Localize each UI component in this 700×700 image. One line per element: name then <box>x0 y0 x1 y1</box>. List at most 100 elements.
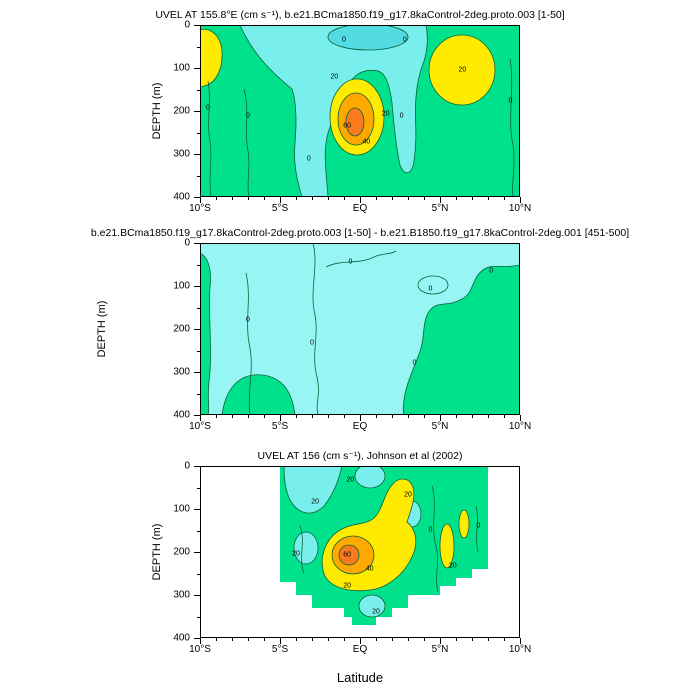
x-tick-marks <box>200 197 521 204</box>
tick-mark <box>232 638 233 641</box>
tick-mark <box>280 197 281 203</box>
tick-mark <box>194 552 200 553</box>
tick-mark <box>264 197 265 200</box>
tick-mark <box>232 415 233 418</box>
panel-model-section: UVEL AT 155.8°E (cm s⁻¹), b.e21.BCma1850… <box>151 9 565 214</box>
tick-label: 10°S <box>189 421 211 432</box>
tick-mark <box>194 595 200 596</box>
yellow-patch-north <box>428 34 496 106</box>
x-tick-marks <box>200 415 521 422</box>
zero-contour-line <box>243 88 250 197</box>
tick-label: 200 <box>173 323 190 335</box>
fill-westward-core <box>327 25 409 51</box>
tick-mark <box>376 415 377 418</box>
tick-mark <box>360 197 361 203</box>
tick-mark <box>376 197 377 200</box>
tick-label: 400 <box>173 632 190 644</box>
tick-mark <box>200 638 201 644</box>
tick-mark <box>488 415 489 418</box>
zero-contour-line <box>431 485 439 593</box>
tick-mark <box>296 415 297 418</box>
tick-label: 300 <box>173 589 190 601</box>
tick-mark <box>328 638 329 641</box>
zero-contour-line <box>207 80 212 197</box>
zero-contour-line <box>475 505 479 553</box>
tick-label: 0 <box>184 237 190 249</box>
zero-contour-line <box>509 58 515 197</box>
tick-mark <box>194 415 200 416</box>
tick-mark <box>424 197 425 200</box>
tick-label: 5°S <box>271 421 289 432</box>
obs-contour-60 <box>338 544 360 566</box>
panel-title: b.e21.BCma1850.f19_g17.8kaControl-2deg.p… <box>90 227 630 239</box>
y-tick-marks <box>193 25 200 198</box>
tick-mark <box>344 197 345 200</box>
tick-mark <box>440 638 441 644</box>
tick-mark <box>312 638 313 641</box>
yellow-patch-southwest <box>200 29 223 88</box>
tick-mark <box>194 329 200 330</box>
tick-label: 100 <box>173 503 190 515</box>
plot-frame <box>200 25 520 197</box>
fill-positive-north <box>402 264 520 415</box>
yellow-streak-north <box>439 523 455 569</box>
tick-mark <box>197 175 200 177</box>
tick-mark <box>408 415 409 418</box>
tick-mark <box>248 197 249 200</box>
tick-label: 100 <box>173 62 190 74</box>
tick-mark <box>197 46 200 48</box>
tick-mark <box>296 638 297 641</box>
tick-mark <box>197 573 200 575</box>
tick-mark <box>360 638 361 644</box>
tick-mark <box>312 415 313 418</box>
zero-contour-line <box>325 250 397 268</box>
tick-mark <box>194 154 200 155</box>
tick-mark <box>197 393 200 395</box>
tick-mark <box>360 415 361 421</box>
tick-mark <box>328 197 329 200</box>
tick-mark <box>197 350 200 352</box>
plot-frame <box>200 243 520 415</box>
fill-positive-southwest <box>221 374 296 415</box>
tick-label: 10°S <box>189 644 211 655</box>
tick-mark <box>216 197 217 200</box>
tick-label: 300 <box>173 148 190 160</box>
tick-mark <box>440 197 441 203</box>
tick-mark <box>200 197 201 203</box>
tick-label: 5°S <box>271 644 289 655</box>
tick-mark <box>408 197 409 200</box>
tick-label: EQ <box>352 644 368 655</box>
tick-label: 400 <box>173 409 190 421</box>
tick-mark <box>424 638 425 641</box>
tick-mark <box>194 197 200 198</box>
tick-mark <box>197 616 200 618</box>
tick-mark <box>232 197 233 200</box>
tick-mark <box>194 68 200 69</box>
tick-mark <box>197 132 200 134</box>
panel-title: UVEL AT 156 (cm s⁻¹), Johnson et al (200… <box>257 450 463 462</box>
tick-label: 5°N <box>431 421 449 432</box>
x-tick-marks <box>200 638 521 645</box>
tick-mark <box>280 638 281 644</box>
zero-contour-line <box>245 272 252 415</box>
fill-westward-deep <box>358 594 386 618</box>
tick-mark <box>280 415 281 421</box>
fill-westward-midleft <box>293 531 319 565</box>
fill-westward-surface-eq <box>354 466 386 489</box>
fill-westward-southwest <box>283 466 343 514</box>
tick-mark <box>456 197 457 200</box>
contour-plot-model <box>200 25 520 197</box>
tick-label: 5°S <box>271 203 289 214</box>
tick-mark <box>194 286 200 287</box>
tick-label: 0 <box>184 19 190 31</box>
tick-mark <box>504 197 505 200</box>
tick-mark <box>520 197 521 203</box>
tick-label: EQ <box>352 421 368 432</box>
tick-mark <box>456 638 457 641</box>
tick-mark <box>194 25 200 26</box>
tick-label: 200 <box>173 546 190 558</box>
tick-mark <box>520 415 521 421</box>
tick-mark <box>488 638 489 641</box>
tick-mark <box>376 638 377 641</box>
